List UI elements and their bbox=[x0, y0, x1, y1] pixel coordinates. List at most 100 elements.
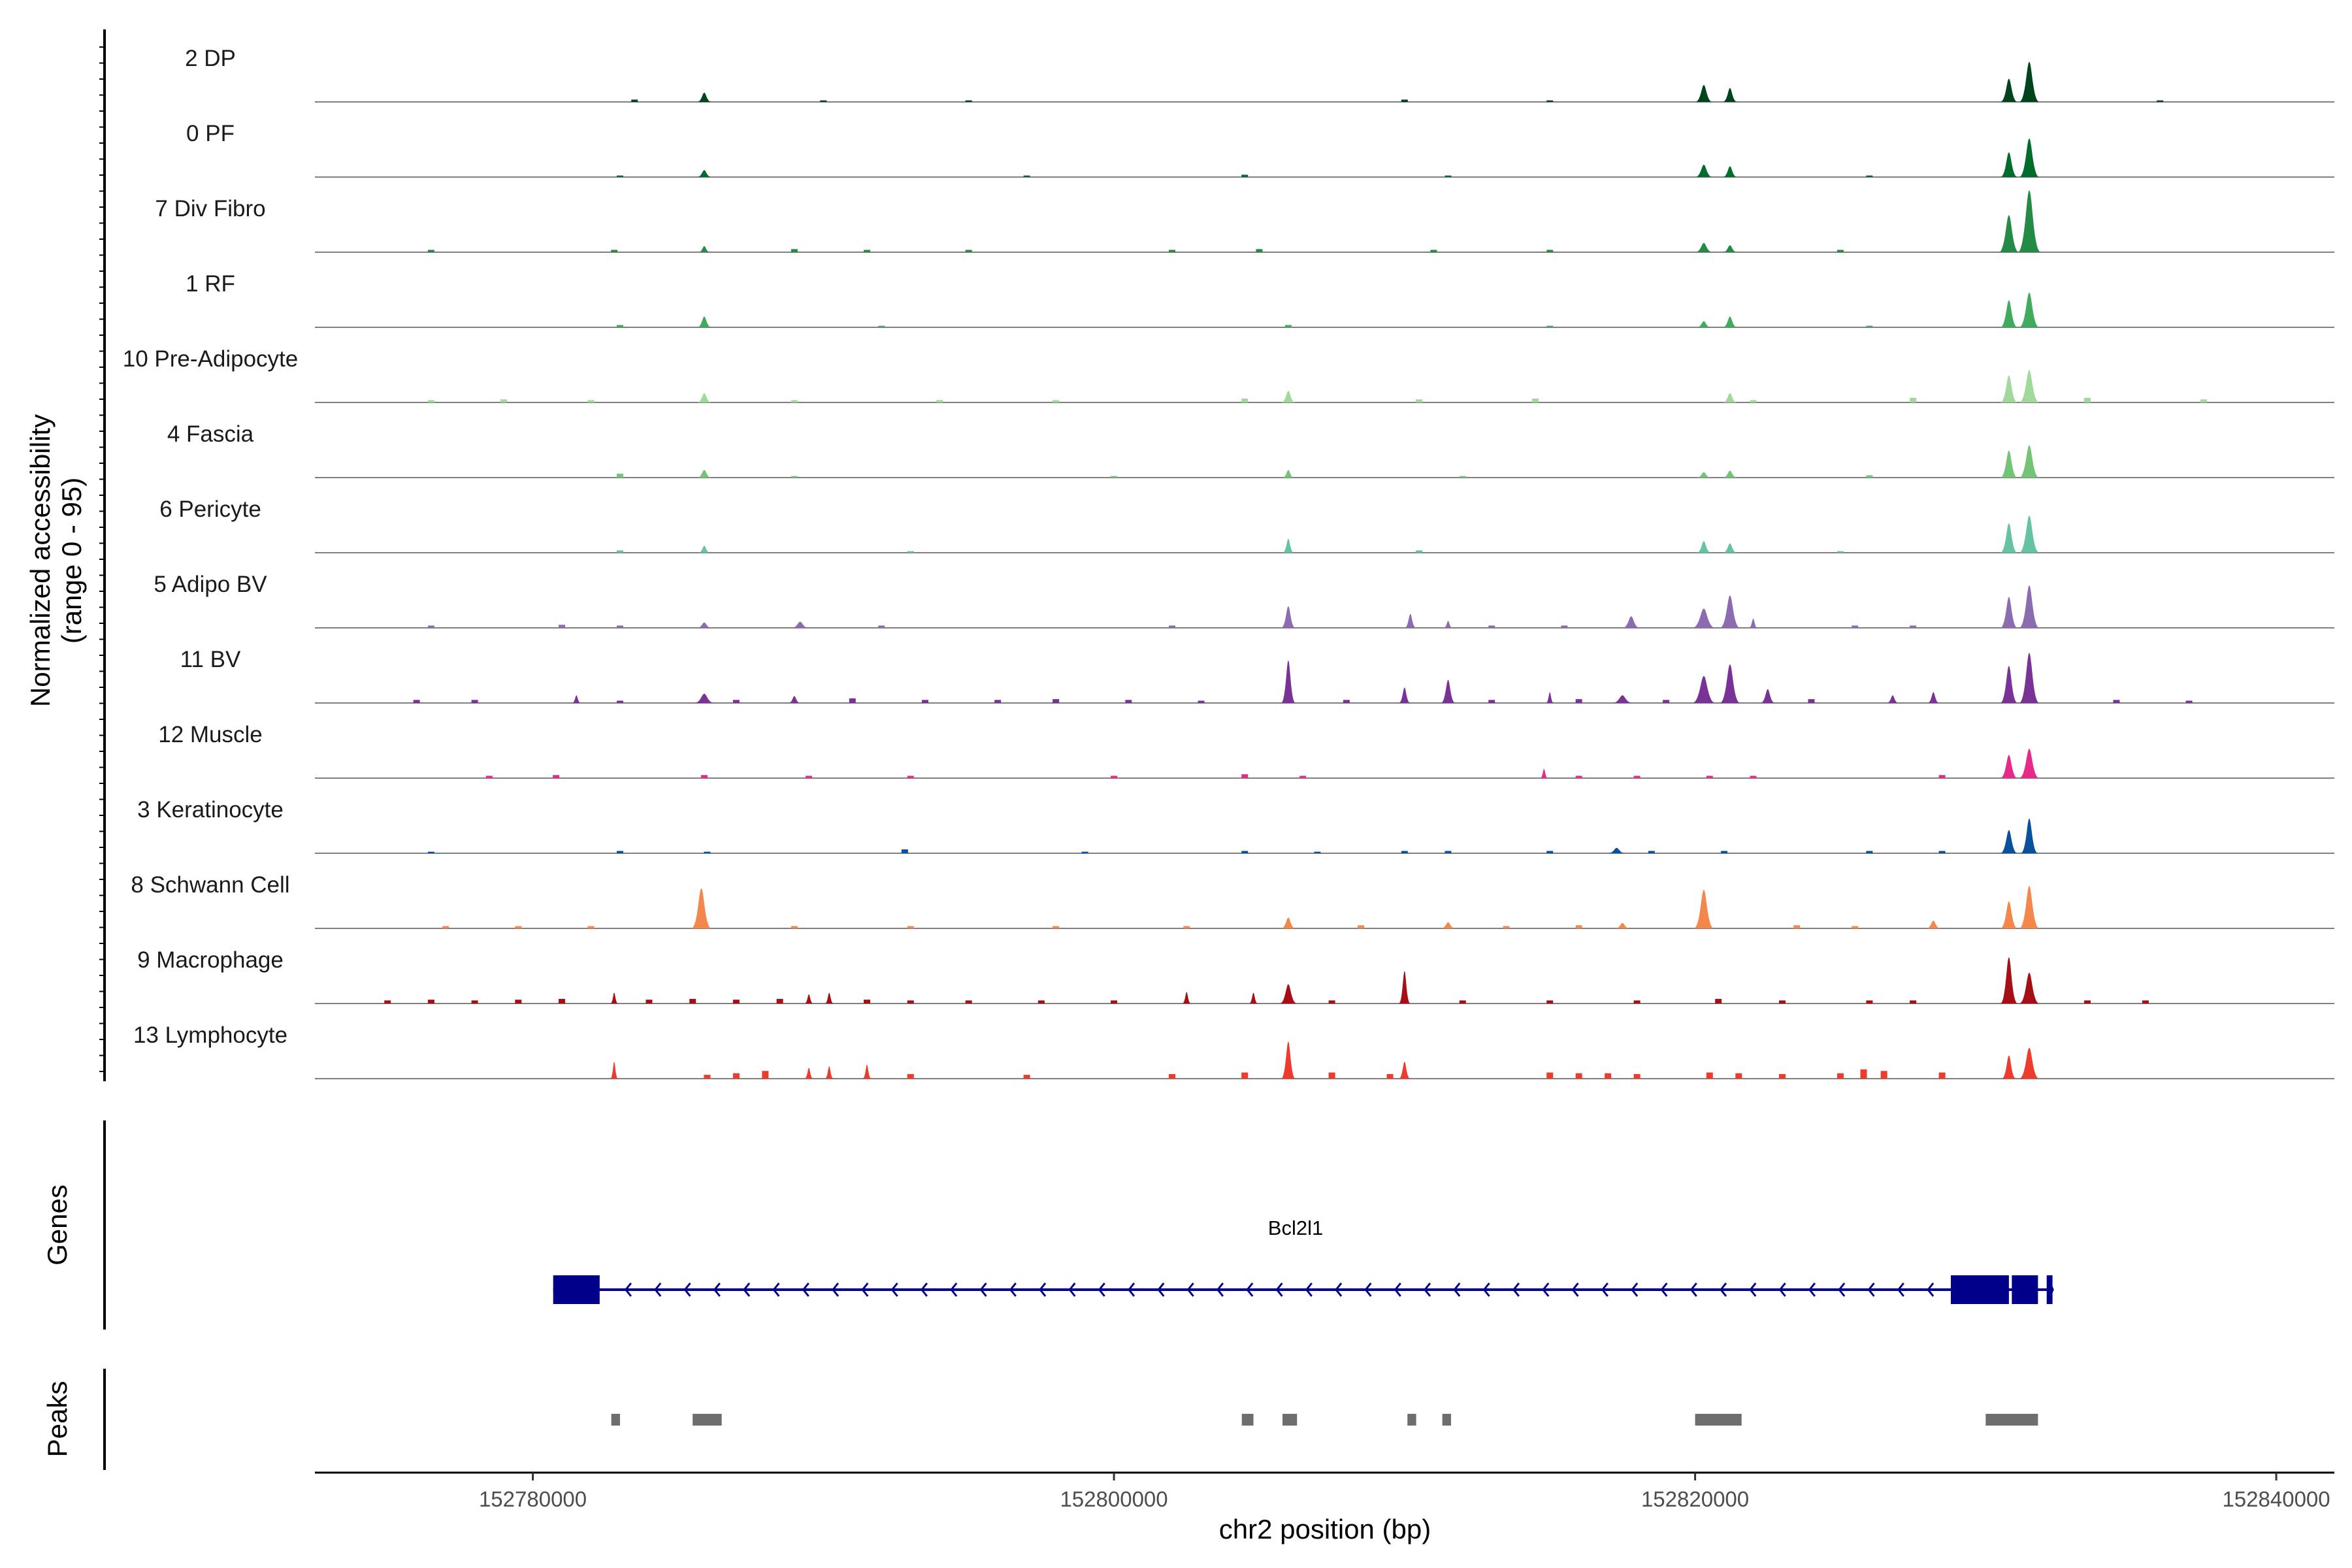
coverage-bump bbox=[1721, 851, 1728, 853]
strand-arrow bbox=[1778, 1282, 1786, 1297]
coverage-bump bbox=[616, 851, 623, 853]
coverage-peak bbox=[1281, 1041, 1296, 1079]
coverage-bump bbox=[1561, 625, 1568, 628]
coverage-bump bbox=[1852, 926, 1859, 928]
coverage-peak bbox=[2019, 292, 2040, 327]
strand-arrow bbox=[1186, 1282, 1194, 1297]
coverage-bump bbox=[907, 1000, 914, 1004]
coverage-bump bbox=[1299, 776, 1307, 778]
coverage-peak bbox=[696, 393, 712, 402]
coverage-peak bbox=[2019, 370, 2040, 402]
coverage-y-ticks bbox=[99, 46, 105, 1072]
coverage-peak bbox=[696, 92, 712, 102]
coverage-peak bbox=[1693, 890, 1714, 928]
track-label: 0 PF bbox=[186, 121, 235, 146]
coverage-peak bbox=[1281, 606, 1296, 628]
coverage-peak bbox=[1281, 917, 1296, 928]
track-4-fascia: 4 Fascia bbox=[167, 421, 2334, 478]
coverage-bump bbox=[1605, 1073, 1612, 1079]
coverage-peak bbox=[610, 992, 619, 1004]
coverage-bump bbox=[471, 1000, 478, 1004]
coverage-bump bbox=[587, 400, 595, 402]
track-label: 4 Fascia bbox=[167, 421, 254, 447]
coverage-bump bbox=[907, 1073, 914, 1079]
coverage-bump bbox=[1808, 699, 1815, 703]
coverage-bump bbox=[587, 926, 595, 928]
coverage-bump bbox=[907, 926, 914, 928]
coverage-bump bbox=[1575, 699, 1582, 703]
track-5-adipo-bv: 5 Adipo BV bbox=[154, 572, 2334, 629]
coverage-bump bbox=[616, 625, 623, 628]
coverage-bump bbox=[1430, 250, 1437, 252]
coverage-bump bbox=[2083, 1000, 2091, 1004]
coverage-bump bbox=[1023, 1075, 1030, 1079]
coverage-bump bbox=[1778, 1073, 1786, 1079]
strand-arrow bbox=[1808, 1282, 1816, 1297]
coverage-bump bbox=[1125, 700, 1132, 703]
coverage-peak bbox=[2000, 957, 2018, 1004]
strand-arrow bbox=[1631, 1282, 1639, 1297]
track-label: 1 RF bbox=[186, 271, 235, 297]
coverage-bump bbox=[1401, 851, 1408, 853]
x-tick-label: 152800000 bbox=[1060, 1487, 1168, 1511]
coverage-peak bbox=[1695, 85, 1713, 102]
peaks-track-label: Peaks bbox=[42, 1381, 73, 1458]
track-label: 3 Keratinocyte bbox=[137, 797, 284, 823]
coverage-peak bbox=[2019, 515, 2040, 553]
coverage-bump bbox=[1575, 776, 1582, 778]
coverage-peak bbox=[1608, 847, 1625, 853]
strand-arrow bbox=[950, 1282, 958, 1297]
coverage-peak bbox=[2000, 450, 2018, 478]
strand-arrow bbox=[1335, 1282, 1343, 1297]
coverage-bump bbox=[1546, 1000, 1554, 1004]
coverage-bump bbox=[806, 776, 813, 778]
coverage-peak bbox=[2000, 78, 2018, 102]
coverage-bump bbox=[732, 1073, 740, 1079]
coverage-peak bbox=[1398, 1062, 1411, 1079]
strand-arrow bbox=[1838, 1282, 1846, 1297]
coverage-bump bbox=[616, 474, 623, 478]
coverage-peak bbox=[2019, 585, 2040, 628]
coverage-peak bbox=[696, 470, 712, 478]
peaks-regions bbox=[611, 1414, 2038, 1426]
coverage-peak bbox=[804, 994, 813, 1004]
coverage-bump bbox=[1328, 1000, 1335, 1004]
coverage-bump bbox=[1546, 100, 1554, 102]
coverage-bump bbox=[559, 998, 566, 1004]
coverage-bump bbox=[1503, 926, 1510, 928]
coverage-bump bbox=[878, 625, 885, 628]
coverage-peak bbox=[696, 170, 712, 177]
coverage-bump bbox=[791, 249, 798, 252]
strand-arrow bbox=[1601, 1282, 1609, 1297]
strand-arrow bbox=[1897, 1282, 1904, 1297]
coverage-peak bbox=[2000, 755, 2018, 778]
coverage-peak bbox=[2000, 152, 2018, 177]
coverage-bump bbox=[1169, 1073, 1176, 1079]
coverage-bump bbox=[1793, 925, 1801, 928]
coverage-bump bbox=[427, 1000, 434, 1004]
coverage-bump bbox=[1241, 174, 1249, 177]
coverage-bump bbox=[485, 776, 493, 778]
coverage-peak bbox=[1722, 470, 1738, 478]
strand-arrow bbox=[802, 1282, 809, 1297]
coverage-bump bbox=[1358, 925, 1365, 928]
coverage-peak bbox=[2001, 1055, 2017, 1079]
coverage-bump bbox=[1111, 1000, 1118, 1004]
coverage-peak bbox=[1722, 245, 1738, 252]
coverage-bump bbox=[1328, 1072, 1335, 1079]
strand-arrow bbox=[1098, 1282, 1105, 1297]
gene-model bbox=[553, 1275, 2054, 1304]
track-1-rf: 1 RF bbox=[186, 271, 2334, 328]
gene-exon bbox=[2046, 1275, 2053, 1304]
coverage-bump bbox=[384, 1000, 391, 1004]
coverage-peak bbox=[1279, 984, 1298, 1004]
coverage-peak bbox=[1748, 618, 1758, 628]
coverage-bump bbox=[1241, 851, 1249, 853]
coverage-bump bbox=[1837, 1073, 1844, 1079]
track-9-macrophage: 9 Macrophage bbox=[137, 947, 2334, 1004]
strand-arrow bbox=[1482, 1282, 1490, 1297]
coverage-bump bbox=[500, 399, 508, 402]
strand-arrow bbox=[1424, 1282, 1431, 1297]
coverage-peak bbox=[1622, 616, 1641, 628]
coverage-peak bbox=[698, 546, 710, 553]
